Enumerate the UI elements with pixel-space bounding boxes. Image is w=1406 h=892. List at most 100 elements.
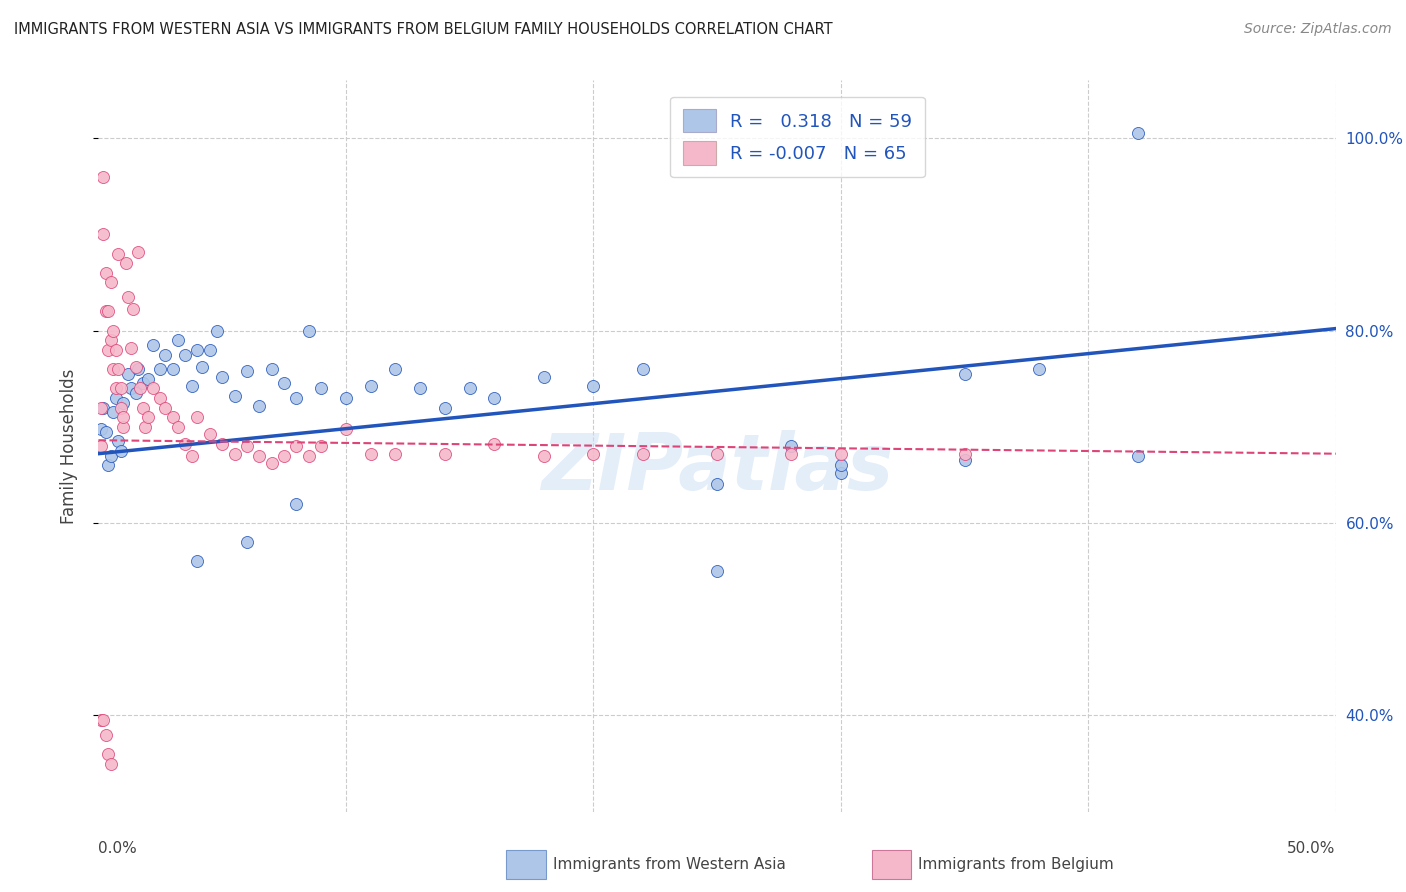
Point — [127, 362, 149, 376]
Point — [174, 348, 197, 362]
Point — [224, 389, 246, 403]
Point — [120, 341, 142, 355]
Point — [97, 304, 120, 318]
Point — [433, 401, 456, 415]
Point — [273, 449, 295, 463]
Point — [155, 348, 177, 362]
Point — [93, 227, 115, 242]
Point — [103, 362, 125, 376]
Point — [174, 437, 197, 451]
Point — [120, 381, 142, 395]
Point — [104, 381, 127, 395]
Text: 50.0%: 50.0% — [1288, 841, 1336, 856]
Point — [186, 410, 208, 425]
Point — [458, 381, 481, 395]
Point — [129, 381, 152, 395]
Point — [93, 401, 115, 415]
Point — [582, 379, 605, 393]
Text: IMMIGRANTS FROM WESTERN ASIA VS IMMIGRANTS FROM BELGIUM FAMILY HOUSEHOLDS CORREL: IMMIGRANTS FROM WESTERN ASIA VS IMMIGRAN… — [14, 22, 832, 37]
Point — [780, 447, 803, 461]
Point — [335, 422, 357, 436]
Point — [149, 362, 172, 376]
Point — [706, 447, 728, 461]
Point — [247, 449, 270, 463]
Point — [112, 395, 135, 409]
Point — [186, 554, 208, 568]
Point — [162, 410, 184, 425]
Point — [205, 324, 228, 338]
Point — [211, 369, 233, 384]
Point — [97, 747, 120, 761]
Point — [285, 391, 308, 405]
Point — [94, 425, 117, 439]
Point — [285, 497, 308, 511]
Point — [830, 466, 852, 480]
Point — [93, 714, 115, 728]
Point — [181, 379, 204, 393]
Point — [260, 456, 283, 470]
Point — [198, 343, 221, 357]
Point — [830, 458, 852, 473]
Point — [1028, 362, 1050, 376]
Point — [110, 443, 132, 458]
Point — [191, 360, 214, 375]
Point — [134, 419, 156, 434]
Point — [211, 437, 233, 451]
Point — [107, 246, 129, 260]
Point — [706, 564, 728, 578]
Point — [142, 338, 165, 352]
Point — [112, 410, 135, 425]
Point — [384, 362, 406, 376]
Point — [298, 449, 321, 463]
Point — [533, 369, 555, 384]
Point — [90, 439, 112, 453]
Point — [631, 447, 654, 461]
Point — [335, 391, 357, 405]
Legend: R =   0.318   N = 59, R = -0.007   N = 65: R = 0.318 N = 59, R = -0.007 N = 65 — [671, 96, 925, 178]
Point — [136, 371, 159, 385]
Point — [90, 714, 112, 728]
Point — [142, 381, 165, 395]
Point — [285, 439, 308, 453]
Point — [104, 391, 127, 405]
Point — [132, 401, 155, 415]
Point — [224, 447, 246, 461]
Point — [953, 453, 976, 467]
Point — [90, 401, 112, 415]
Point — [94, 266, 117, 280]
Point — [107, 362, 129, 376]
Point — [706, 477, 728, 491]
Point — [953, 367, 976, 381]
Point — [631, 362, 654, 376]
Point — [360, 379, 382, 393]
Point — [1126, 449, 1149, 463]
Point — [100, 449, 122, 463]
Point — [433, 447, 456, 461]
Point — [166, 419, 188, 434]
Point — [100, 333, 122, 347]
Point — [260, 362, 283, 376]
Point — [110, 401, 132, 415]
Point — [236, 535, 259, 549]
Point — [484, 437, 506, 451]
Y-axis label: Family Households: Family Households — [59, 368, 77, 524]
Point — [136, 410, 159, 425]
Point — [533, 449, 555, 463]
Point — [103, 324, 125, 338]
Point — [124, 360, 146, 375]
Point — [1126, 126, 1149, 140]
Point — [149, 391, 172, 405]
Point — [309, 381, 332, 395]
Point — [100, 756, 122, 771]
Point — [124, 386, 146, 401]
Point — [93, 169, 115, 184]
Point — [198, 427, 221, 442]
Point — [117, 290, 139, 304]
Point — [247, 399, 270, 413]
Point — [94, 728, 117, 742]
Point — [94, 304, 117, 318]
Point — [162, 362, 184, 376]
Point — [97, 343, 120, 357]
Point — [104, 343, 127, 357]
Point — [830, 447, 852, 461]
